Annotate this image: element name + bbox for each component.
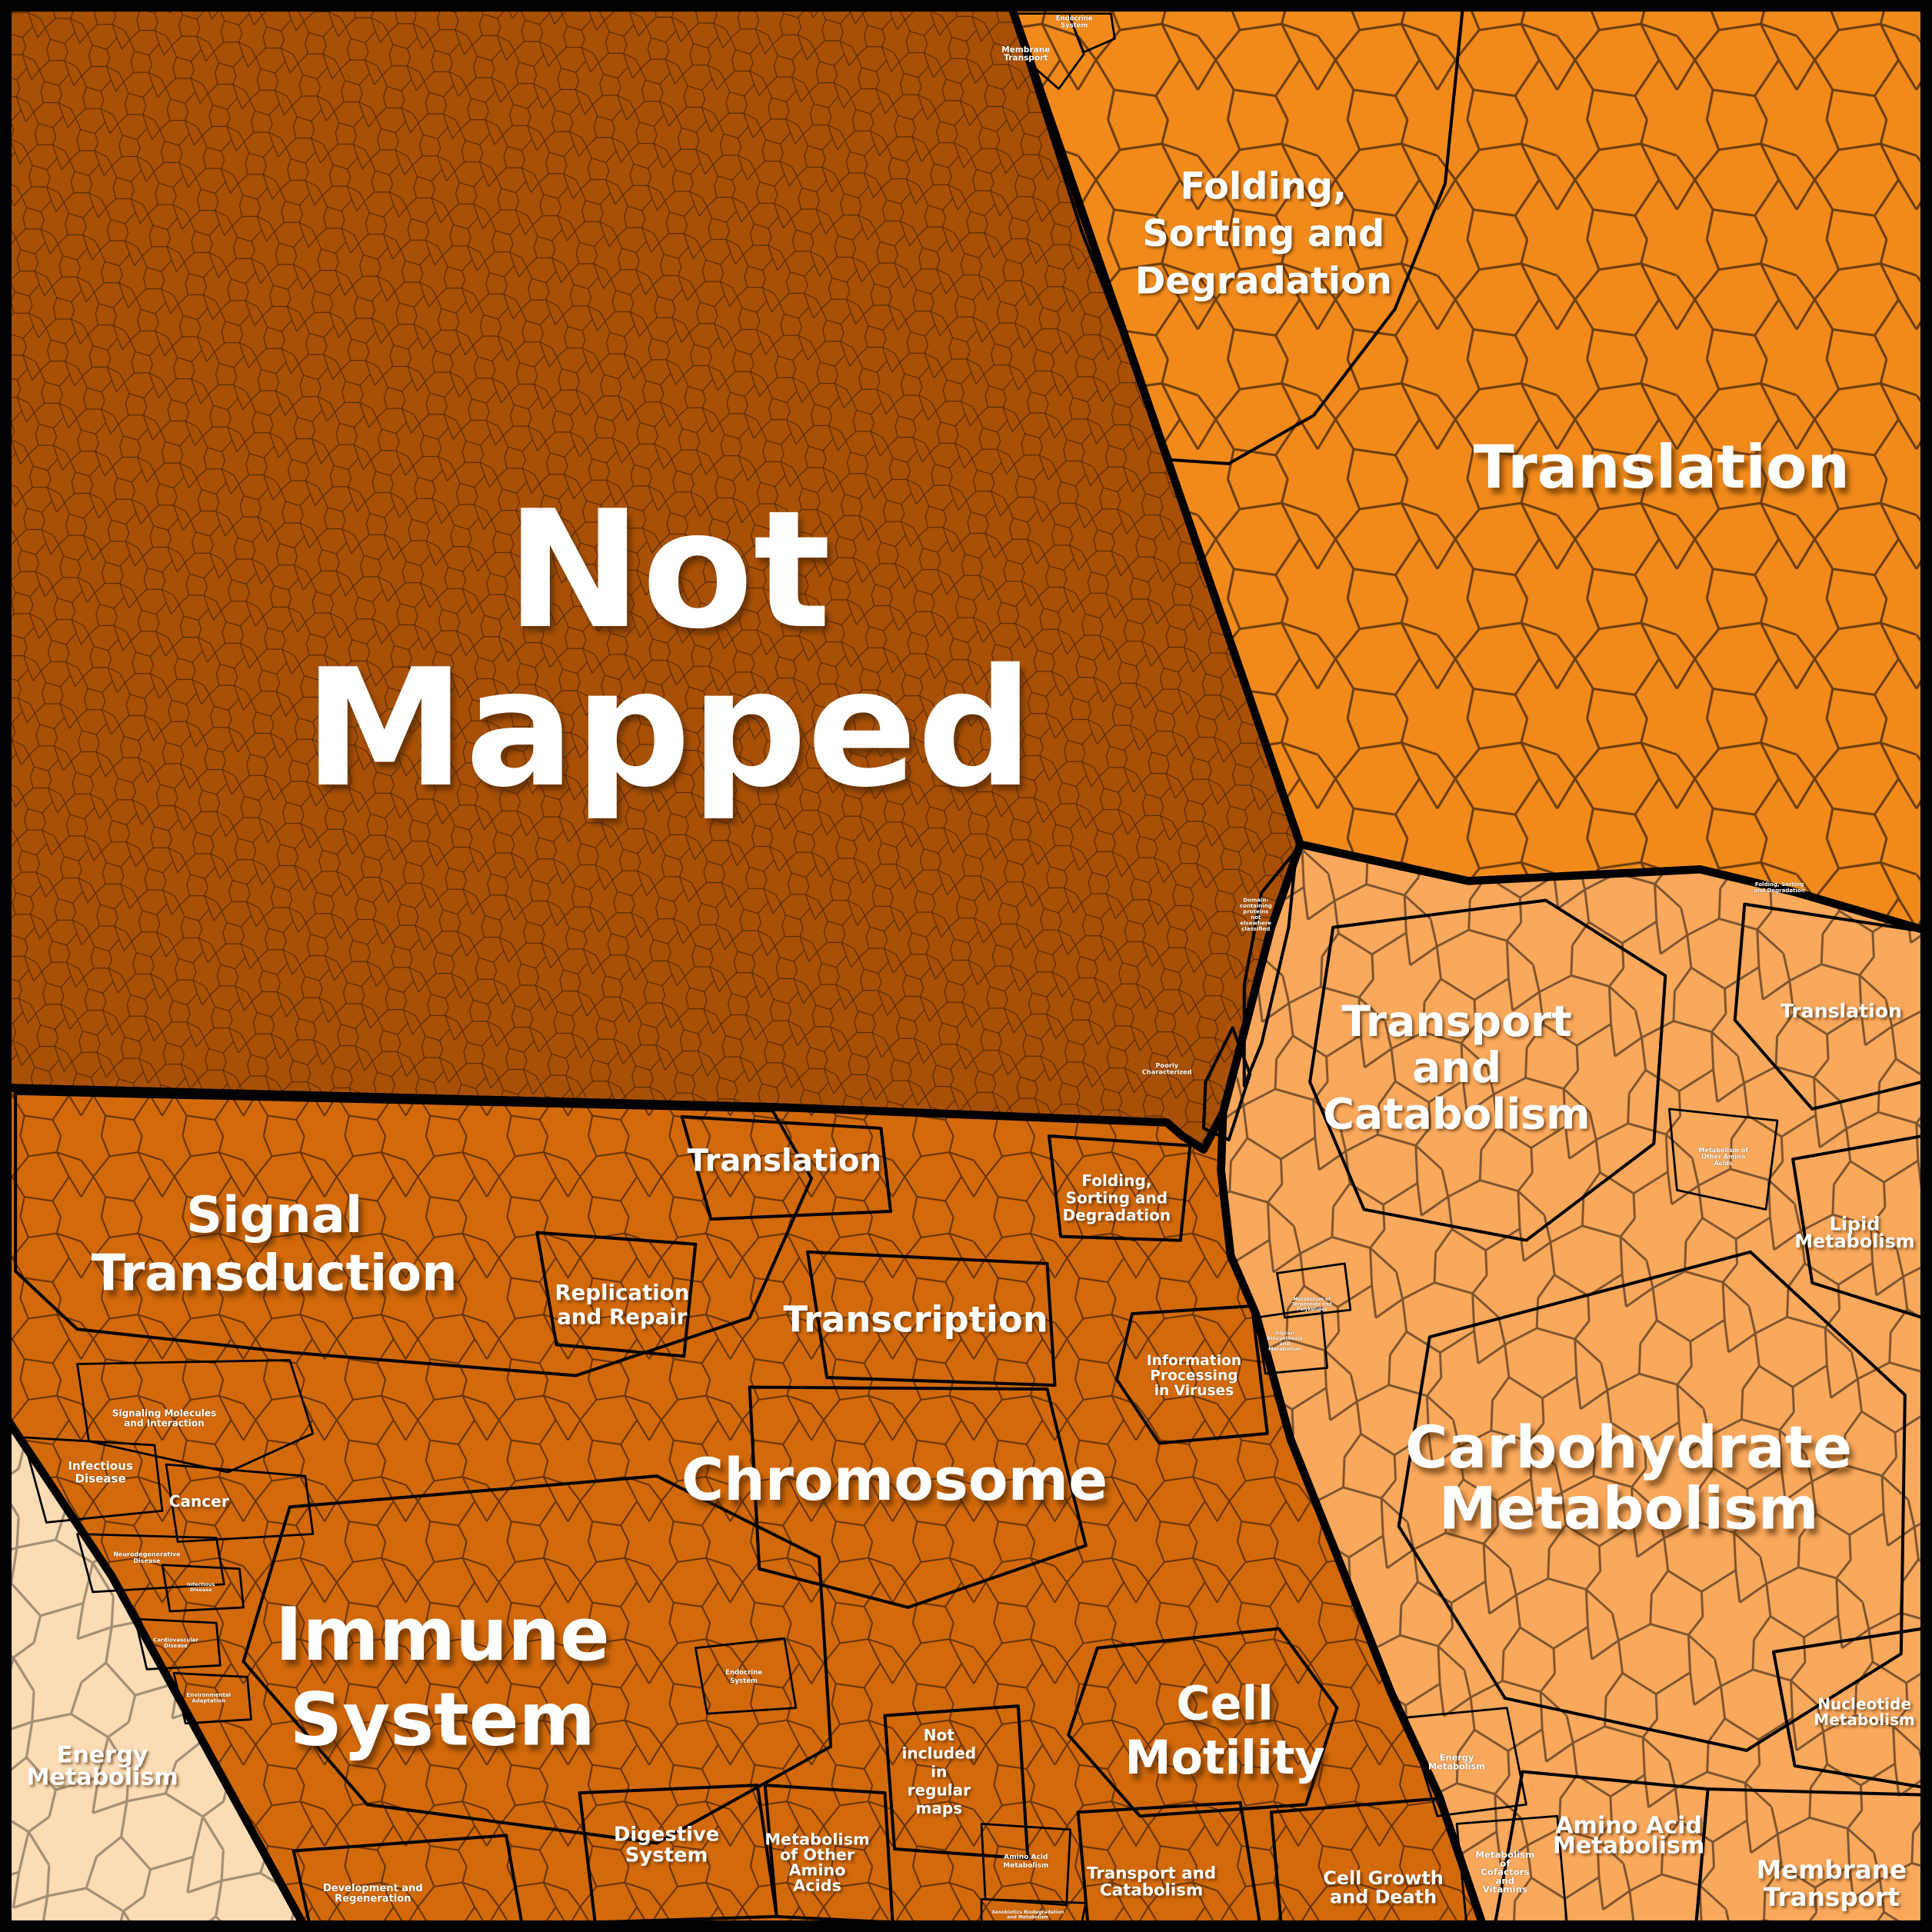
cell-cell-motility[interactable] [1067,1627,1339,1818]
cell-amino-small[interactable] [980,1822,1072,1907]
cell-carbohydrate[interactable] [1397,1250,1907,1752]
cell-poorly-characterized[interactable] [1201,1026,1252,1142]
cell-signal-transduction[interactable] [14,1091,814,1377]
cell-infectious[interactable] [22,1436,164,1524]
cell-folding-mid[interactable] [1048,1134,1192,1242]
cell-transcription[interactable] [806,1250,1057,1387]
cell-folding-top[interactable] [1008,8,1464,465]
cell-neurodegenerative[interactable] [76,1533,225,1594]
cell-infectious-small[interactable] [161,1564,245,1613]
cell-info-viruses[interactable] [1114,1304,1269,1445]
cell-translation-mid[interactable] [680,1114,893,1221]
cell-translation-right[interactable] [1733,902,1924,1111]
cell-endocrine-mid[interactable] [694,1637,798,1715]
cell-replication[interactable] [535,1231,698,1358]
cell-immune-system[interactable] [242,1474,833,1845]
cell-environmental[interactable] [172,1672,252,1725]
cell-not-included[interactable] [883,1704,1030,1860]
cell-terpenoids[interactable] [1276,1262,1352,1319]
cell-metabolism-other-right[interactable] [1667,1108,1779,1211]
cell-chromosome[interactable] [748,1385,1088,1609]
cell-energy-small[interactable] [1405,1707,1527,1817]
cell-domain-containing[interactable] [1242,848,1298,1088]
cell-signaling-molecules[interactable] [76,1359,315,1474]
cell-cardiovascular[interactable] [134,1617,222,1671]
cell-membrane-transport-top[interactable] [1011,12,1085,90]
cell-transport-catabolism-right[interactable] [1308,898,1667,1242]
cell-cancer[interactable] [165,1463,315,1543]
cell-endocrine-top[interactable] [1067,12,1116,54]
cell-glycan[interactable] [1254,1307,1329,1375]
